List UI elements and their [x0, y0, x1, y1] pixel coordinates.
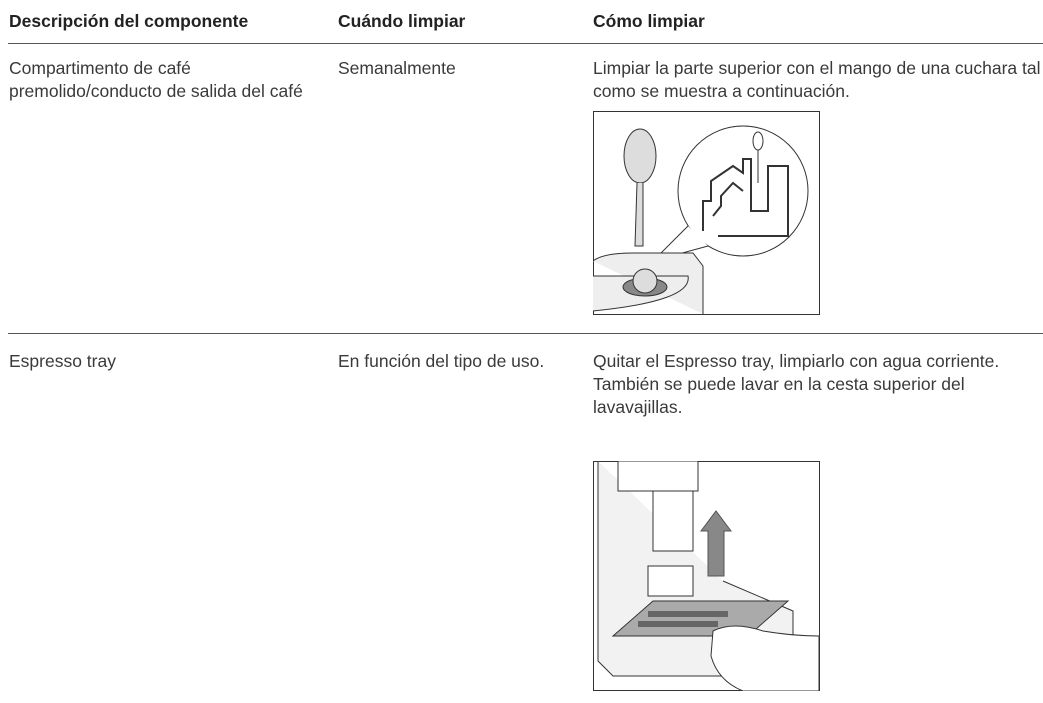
row-rule	[8, 333, 1043, 334]
when: Semanalmente	[338, 58, 456, 78]
illustration-spoon	[593, 111, 820, 315]
column-header: Cómo limpiar	[593, 11, 705, 31]
how: Limpiar la parte superior con el mango d…	[593, 58, 1041, 101]
component: Compartimento de café premolido/conducto…	[9, 58, 303, 101]
header-rule	[8, 43, 1043, 44]
column-header: Descripción del componente	[9, 11, 249, 31]
column-header: Cuándo limpiar	[338, 11, 466, 31]
component: Espresso tray	[9, 351, 116, 371]
how: Quitar el Espresso tray, limpiarlo con a…	[593, 351, 1000, 417]
illustration-tray	[593, 461, 820, 691]
when: En función del tipo de uso.	[338, 351, 545, 371]
